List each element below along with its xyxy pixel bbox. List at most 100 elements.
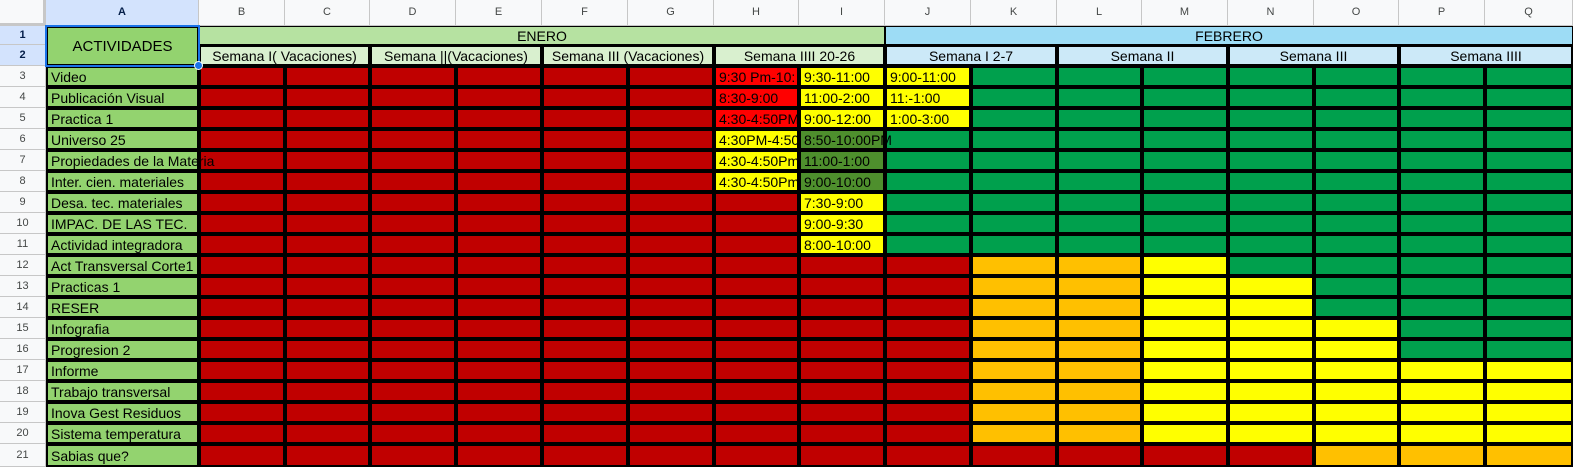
schedule-cell[interactable] — [456, 255, 542, 276]
schedule-cell[interactable] — [714, 234, 799, 255]
schedule-cell[interactable] — [1399, 129, 1485, 150]
schedule-cell[interactable] — [1314, 108, 1399, 129]
schedule-cell[interactable] — [370, 87, 456, 108]
schedule-cell[interactable] — [199, 444, 285, 467]
row-header-4[interactable]: 4 — [0, 87, 46, 108]
schedule-cell[interactable] — [628, 339, 714, 360]
row-header-13[interactable]: 13 — [0, 276, 46, 297]
activity-label[interactable]: Act Transversal Corte1 — [46, 255, 199, 276]
row-header-8[interactable]: 8 — [0, 171, 46, 192]
schedule-cell[interactable] — [799, 381, 885, 402]
schedule-cell[interactable] — [1228, 171, 1314, 192]
schedule-cell[interactable] — [199, 423, 285, 444]
schedule-cell[interactable] — [285, 276, 370, 297]
select-all-corner[interactable] — [0, 0, 46, 26]
week-header-2[interactable]: Semana ||(Vacaciones) — [370, 45, 542, 66]
schedule-cell[interactable] — [971, 66, 1057, 87]
schedule-cell[interactable] — [285, 402, 370, 423]
schedule-cell[interactable] — [542, 108, 628, 129]
schedule-cell[interactable] — [1485, 276, 1573, 297]
schedule-cell[interactable] — [370, 423, 456, 444]
schedule-cell[interactable] — [1057, 171, 1142, 192]
schedule-cell[interactable] — [628, 192, 714, 213]
schedule-cell[interactable] — [1399, 381, 1485, 402]
schedule-cell[interactable] — [628, 171, 714, 192]
schedule-cell[interactable] — [1228, 318, 1314, 339]
schedule-cell[interactable] — [971, 297, 1057, 318]
schedule-cell[interactable]: 8:50-10:00PM — [799, 129, 892, 150]
column-header-q[interactable]: Q — [1485, 0, 1573, 26]
schedule-cell[interactable] — [542, 339, 628, 360]
schedule-cell[interactable] — [542, 66, 628, 87]
schedule-cell[interactable] — [285, 360, 370, 381]
schedule-cell[interactable]: 9:00-9:30 — [799, 213, 885, 234]
schedule-cell[interactable] — [1142, 297, 1228, 318]
schedule-cell[interactable] — [370, 192, 456, 213]
schedule-cell[interactable]: 9:00-12:00 — [799, 108, 885, 129]
schedule-cell[interactable] — [885, 402, 971, 423]
schedule-cell[interactable] — [370, 234, 456, 255]
schedule-cell[interactable] — [1228, 381, 1314, 402]
schedule-cell[interactable] — [1142, 381, 1228, 402]
schedule-cell[interactable] — [1057, 66, 1142, 87]
schedule-cell[interactable] — [885, 150, 971, 171]
schedule-cell[interactable] — [542, 150, 628, 171]
schedule-cell[interactable] — [1399, 66, 1485, 87]
fill-handle[interactable] — [194, 61, 203, 70]
schedule-cell[interactable] — [628, 444, 714, 467]
row-header-16[interactable]: 16 — [0, 339, 46, 360]
schedule-cell[interactable]: 11:-1:00 — [885, 87, 971, 108]
schedule-cell[interactable] — [199, 297, 285, 318]
activity-label[interactable]: Publicación Visual — [46, 87, 199, 108]
schedule-cell[interactable] — [1314, 213, 1399, 234]
schedule-cell[interactable] — [628, 87, 714, 108]
schedule-cell[interactable] — [1057, 108, 1142, 129]
week-header-4[interactable]: Semana IIII 20-26 — [714, 45, 885, 66]
schedule-cell[interactable]: 11:00-1:00 — [799, 150, 885, 171]
schedule-cell[interactable] — [714, 444, 799, 467]
column-header-h[interactable]: H — [714, 0, 799, 26]
schedule-cell[interactable] — [370, 276, 456, 297]
schedule-cell[interactable] — [1142, 87, 1228, 108]
schedule-cell[interactable] — [628, 402, 714, 423]
schedule-cell[interactable] — [1057, 213, 1142, 234]
schedule-cell[interactable] — [370, 444, 456, 467]
schedule-cell[interactable] — [1142, 108, 1228, 129]
schedule-cell[interactable] — [1057, 192, 1142, 213]
activity-label[interactable]: Trabajo transversal — [46, 381, 199, 402]
schedule-cell[interactable] — [1228, 213, 1314, 234]
schedule-cell[interactable] — [885, 444, 971, 467]
schedule-cell[interactable] — [799, 423, 885, 444]
schedule-cell[interactable] — [1057, 339, 1142, 360]
schedule-cell[interactable] — [199, 318, 285, 339]
week-header-6[interactable]: Semana II — [1057, 45, 1228, 66]
schedule-cell[interactable] — [799, 276, 885, 297]
schedule-cell[interactable] — [1485, 192, 1573, 213]
schedule-cell[interactable] — [1314, 150, 1399, 171]
schedule-cell[interactable] — [199, 213, 285, 234]
week-header-5[interactable]: Semana I 2-7 — [885, 45, 1057, 66]
schedule-cell[interactable] — [628, 108, 714, 129]
schedule-cell[interactable] — [1142, 150, 1228, 171]
schedule-cell[interactable] — [1399, 87, 1485, 108]
schedule-cell[interactable] — [971, 255, 1057, 276]
schedule-cell[interactable] — [1142, 255, 1228, 276]
schedule-cell[interactable] — [1228, 423, 1314, 444]
schedule-cell[interactable]: 9:00-10:00 — [799, 171, 885, 192]
row-header-1[interactable]: 1 — [0, 26, 46, 45]
schedule-cell[interactable]: 8:30-9:00 — [714, 87, 799, 108]
schedule-cell[interactable] — [199, 108, 285, 129]
schedule-cell[interactable] — [1228, 108, 1314, 129]
schedule-cell[interactable] — [628, 381, 714, 402]
schedule-cell[interactable] — [1314, 381, 1399, 402]
schedule-cell[interactable] — [1485, 423, 1573, 444]
schedule-cell[interactable] — [1228, 150, 1314, 171]
activity-label[interactable]: Video — [46, 66, 199, 87]
schedule-cell[interactable] — [1057, 87, 1142, 108]
schedule-cell[interactable] — [1485, 444, 1573, 467]
schedule-cell[interactable] — [885, 192, 971, 213]
schedule-cell[interactable]: 8:00-10:00 — [799, 234, 885, 255]
schedule-cell[interactable] — [542, 402, 628, 423]
schedule-cell[interactable] — [1057, 402, 1142, 423]
schedule-cell[interactable] — [285, 339, 370, 360]
